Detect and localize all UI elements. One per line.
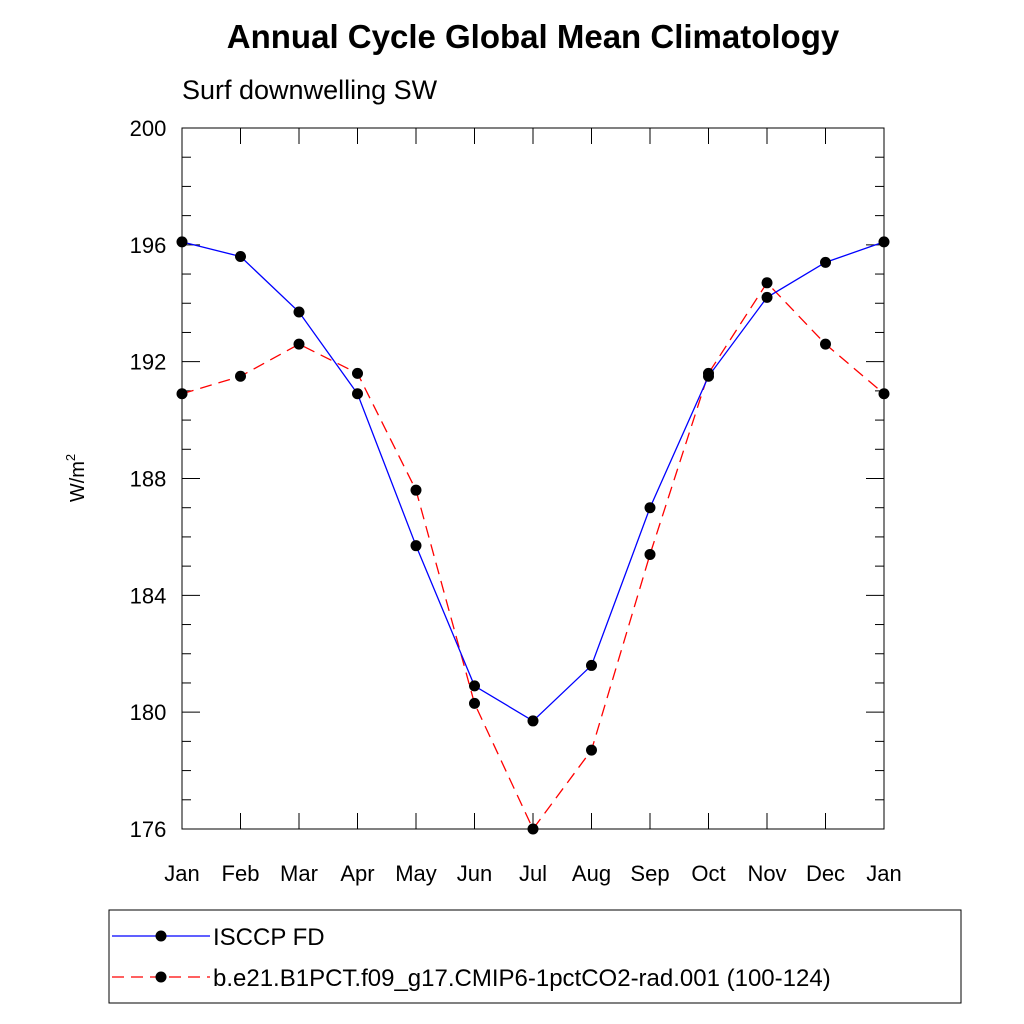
y-tick-labels: 176 180 184 188 192 196 200 <box>130 116 167 842</box>
data-point <box>761 291 773 303</box>
data-point <box>761 277 773 289</box>
chart-title: Annual Cycle Global Mean Climatology <box>227 18 840 55</box>
data-point <box>527 715 539 727</box>
x-tick-label: Jul <box>519 861 547 886</box>
x-tick-label: Apr <box>340 861 374 886</box>
x-tick-label: Sep <box>630 861 669 886</box>
legend-label: ISCCP FD <box>213 924 325 951</box>
data-point <box>586 659 597 671</box>
x-tick-label: Aug <box>572 861 611 886</box>
y-tick-label: 188 <box>130 467 167 492</box>
data-point <box>820 338 831 350</box>
data-point <box>469 680 480 692</box>
data-point <box>644 548 656 560</box>
data-point <box>410 484 422 496</box>
svg-text:W/m2: W/m2 <box>63 454 89 502</box>
data-point <box>293 338 305 350</box>
y-tick-label: 200 <box>130 116 167 141</box>
data-point <box>703 367 714 379</box>
data-point <box>586 744 597 756</box>
legend-box <box>108 909 962 1004</box>
y-axis-label-superscript: 2 <box>63 454 78 461</box>
series-layer <box>176 236 890 835</box>
data-point <box>820 256 831 268</box>
series-line <box>181 241 885 722</box>
y-tick-label: 192 <box>130 350 167 375</box>
data-point <box>878 236 890 248</box>
x-tick-labels: Jan Feb Mar Apr May Jun Jul Aug Sep Oct Nov Dec Jan <box>164 861 901 886</box>
x-tick-label: May <box>395 861 437 886</box>
chart-subtitle: Surf downwelling SW <box>182 75 438 105</box>
x-tick-label: Oct <box>691 861 725 886</box>
data-point <box>352 367 363 379</box>
data-point <box>176 236 188 248</box>
data-point <box>176 388 188 400</box>
x-tick-label: Jan <box>164 861 199 886</box>
x-tick-label: Dec <box>806 861 845 886</box>
y-axis-label: W/m2 <box>63 454 89 502</box>
y-tick-label: 184 <box>130 583 167 608</box>
y-tick-label: 196 <box>130 233 167 258</box>
y-tick-label: 176 <box>130 817 167 842</box>
data-point <box>878 388 890 400</box>
x-tick-label: Feb <box>222 861 260 886</box>
legend: ISCCP FD b.e21.B1PCT.f09_g17.CMIP6-1pctCO… <box>108 909 962 1004</box>
x-tick-label: Jan <box>866 861 901 886</box>
data-point <box>235 370 246 382</box>
legend-label: b.e21.B1PCT.f09_g17.CMIP6-1pctCO2-rad.00… <box>213 965 831 992</box>
y-axis-label-text: W/m <box>67 461 89 502</box>
data-point <box>527 823 539 835</box>
y-tick-label: 180 <box>130 700 167 725</box>
data-point <box>644 502 656 514</box>
data-point <box>352 388 363 400</box>
data-point <box>235 251 246 263</box>
x-tick-label: Jun <box>457 861 492 886</box>
x-tick-label: Mar <box>280 861 318 886</box>
legend-items: ISCCP FD b.e21.B1PCT.f09_g17.CMIP6-1pctCO… <box>112 924 831 992</box>
legend-marker <box>155 971 167 983</box>
tick-marks <box>181 127 885 830</box>
legend-marker <box>155 930 167 942</box>
data-point <box>410 540 422 552</box>
x-tick-label: Nov <box>747 861 786 886</box>
data-point <box>293 306 305 318</box>
series-line <box>181 281 885 831</box>
data-point <box>469 697 480 709</box>
